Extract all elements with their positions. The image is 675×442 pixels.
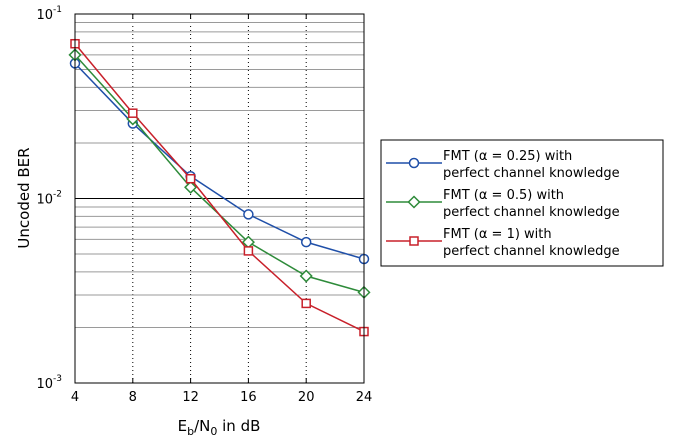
legend-marker <box>409 236 419 246</box>
x-axis-label: Eb/N0 in dB <box>178 417 261 438</box>
x-tick-label: 24 <box>356 390 373 405</box>
x-tick-label: 4 <box>71 390 79 405</box>
legend-label: perfect channel knowledge <box>443 205 620 220</box>
data-point <box>243 209 254 220</box>
y-tick-label: 10-1 <box>36 5 62 23</box>
legend-label: FMT (α = 0.25) with <box>443 149 572 164</box>
legend-marker <box>408 157 420 169</box>
series-line <box>74 62 365 260</box>
x-tick-label: 16 <box>240 390 257 405</box>
axis-ticks: 4 8 12 16 20 24 10-1 10-2 10-3 <box>36 5 372 405</box>
legend-entry: FMT (α = 0.25) with perfect channel know… <box>386 149 620 181</box>
legend: FMT (α = 0.25) with perfect channel know… <box>380 139 664 267</box>
series-line <box>74 43 365 333</box>
data-point <box>128 108 138 118</box>
plot-series <box>68 38 371 337</box>
y-tick-label: 10-2 <box>36 190 62 208</box>
legend-label: FMT (α = 0.5) with <box>443 188 564 203</box>
legend-label: perfect channel knowledge <box>443 244 620 259</box>
data-point <box>300 236 312 248</box>
data-point <box>243 246 254 256</box>
data-point <box>299 269 313 283</box>
legend-entry: FMT (α = 0.5) with perfect channel knowl… <box>386 188 620 220</box>
legend-label: FMT (α = 1) with <box>443 227 552 242</box>
legend-marker-square <box>409 236 419 246</box>
legend-marker-diamond <box>407 195 421 209</box>
x-tick-label: 8 <box>129 390 137 405</box>
data-point <box>185 173 196 184</box>
data-point <box>301 298 311 309</box>
legend-entry: FMT (α = 1) with perfect channel knowled… <box>386 227 620 259</box>
grid <box>75 14 364 383</box>
x-tick-label: 20 <box>298 390 315 405</box>
y-axis-label: Uncoded BER <box>15 147 33 248</box>
legend-marker <box>407 195 421 209</box>
data-point <box>184 180 198 194</box>
x-tick-label: 12 <box>182 390 199 405</box>
legend-marker-circle <box>408 157 420 169</box>
y-tick-label: 10-3 <box>36 374 62 392</box>
legend-label: perfect channel knowledge <box>443 166 620 181</box>
legend-box <box>380 139 664 267</box>
